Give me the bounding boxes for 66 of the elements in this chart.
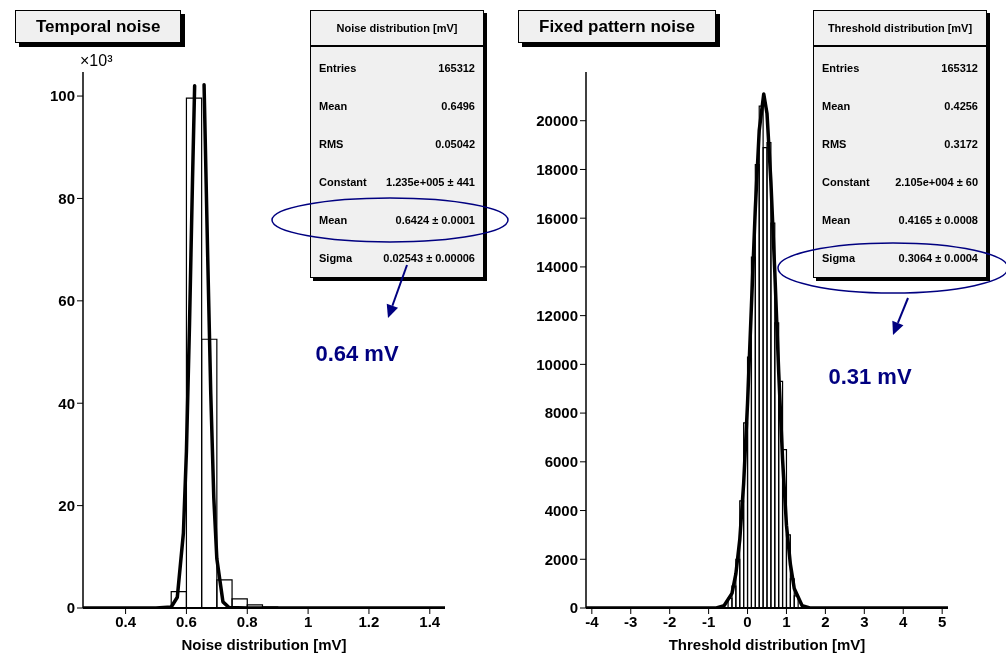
annotation: Mean bbox=[822, 214, 851, 226]
x-tick-label: 4 bbox=[899, 612, 909, 630]
x-tick-label: 5 bbox=[937, 612, 947, 630]
annotation: 0.4165 ± 0.0008 bbox=[898, 214, 978, 226]
x-tick-label: 0.6 bbox=[176, 612, 197, 630]
y-tick-label: 100 bbox=[49, 87, 75, 105]
annotation: Sigma bbox=[822, 252, 856, 264]
x-tick-label: 1 bbox=[303, 612, 313, 630]
y-tick-label: 10000 bbox=[536, 355, 578, 373]
x-tick-label: 0.4 bbox=[115, 612, 137, 630]
y-tick-label: 4000 bbox=[544, 501, 578, 519]
text: Noise distribution [mV] bbox=[311, 11, 483, 47]
annotation: Sigma bbox=[319, 252, 353, 264]
x-tick-label: 3 bbox=[860, 612, 869, 630]
y-tick-label: 2000 bbox=[544, 550, 578, 568]
x-tick-label: 1 bbox=[782, 612, 791, 630]
annotation: RMS bbox=[319, 138, 344, 150]
y-tick-label: 14000 bbox=[536, 258, 578, 276]
annotation: Entries bbox=[319, 62, 357, 74]
annotation: 165312 bbox=[941, 62, 978, 74]
x-tick-label: 1.4 bbox=[419, 612, 441, 630]
x-tick-label: 0.8 bbox=[236, 612, 258, 630]
y-tick-label: 0 bbox=[569, 599, 578, 617]
annotation: 0.6496 bbox=[441, 100, 475, 112]
y-tick-label: 12000 bbox=[536, 306, 578, 324]
x-tick-label: -1 bbox=[701, 612, 716, 630]
y-tick-label: 80 bbox=[58, 189, 75, 207]
x-axis-title: Noise distribution [mV] bbox=[180, 636, 348, 653]
y-tick-label: 60 bbox=[58, 292, 75, 310]
y-tick-label: 16000 bbox=[536, 209, 578, 227]
annotation: RMS bbox=[822, 138, 847, 150]
x-tick-label: -3 bbox=[624, 612, 638, 630]
annotation: 1.235e+005 ± 441 bbox=[386, 176, 475, 188]
annotation: 0.64 mV bbox=[314, 341, 400, 367]
y-tick-label: 8000 bbox=[544, 404, 578, 422]
annotation: 0.02543 ± 0.00006 bbox=[383, 252, 475, 264]
annotation: 0.3172 bbox=[944, 138, 978, 150]
annotation: Entries bbox=[822, 62, 860, 74]
x-tick-label: 1.2 bbox=[358, 612, 380, 630]
y-tick-label: 20000 bbox=[536, 112, 578, 130]
chart-title: Temporal noise bbox=[15, 10, 182, 43]
text: Threshold distribution [mV] bbox=[814, 11, 986, 47]
x-tick-label: 2 bbox=[821, 612, 830, 630]
annotation: Mean bbox=[319, 214, 348, 226]
y-axis-title: ×10³ bbox=[80, 52, 113, 70]
annotation: 0.31 mV bbox=[827, 364, 913, 390]
annotation: 165312 bbox=[438, 62, 475, 74]
annotation: 0.3064 ± 0.0004 bbox=[898, 252, 978, 264]
annotation: 2.105e+004 ± 60 bbox=[895, 176, 978, 188]
y-tick-label: 40 bbox=[58, 394, 75, 412]
y-tick-label: 18000 bbox=[536, 160, 578, 178]
y-tick-label: 0 bbox=[66, 599, 75, 617]
y-tick-label: 20 bbox=[58, 496, 75, 514]
y-tick-label: 6000 bbox=[544, 453, 578, 471]
annotation: Constant bbox=[319, 176, 367, 188]
annotation: Constant bbox=[822, 176, 870, 188]
x-tick-label: -2 bbox=[663, 612, 677, 630]
chart-title: Fixed pattern noise bbox=[518, 10, 716, 43]
x-axis-title: Threshold distribution [mV] bbox=[667, 636, 867, 653]
annotation: 0.6424 ± 0.0001 bbox=[395, 214, 475, 226]
annotation: Mean bbox=[319, 100, 348, 112]
annotation: 0.05042 bbox=[435, 138, 475, 150]
annotation: Mean bbox=[822, 100, 851, 112]
x-tick-label: -4 bbox=[585, 612, 600, 630]
x-tick-label: 0 bbox=[743, 612, 752, 630]
annotation: 0.4256 bbox=[944, 100, 978, 112]
